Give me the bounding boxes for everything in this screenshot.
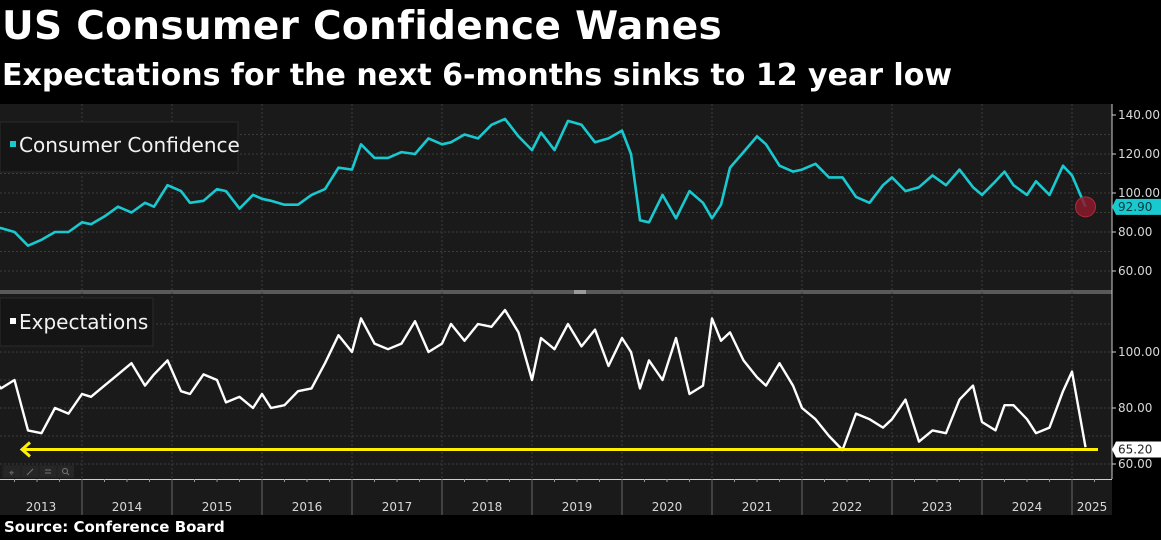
source-note: Source: Conference Board	[4, 518, 225, 536]
x-tick-label: 2013	[26, 500, 57, 514]
expectations-legend-swatch	[10, 318, 16, 324]
y-tick-label: 100.00	[1118, 186, 1160, 200]
x-tick-label: 2014	[112, 500, 143, 514]
x-tick-label: 2021	[742, 500, 773, 514]
y-tick-label: 60.00	[1118, 457, 1152, 471]
confidence-last-value-bg	[1112, 198, 1161, 215]
x-tick-label: 2018	[472, 500, 503, 514]
vertical-grid	[81, 104, 1073, 479]
y-tick-label: 120.00	[1118, 147, 1160, 161]
y-tick-label: 80.00	[1118, 401, 1152, 415]
expectations-last-value-bg	[1112, 441, 1161, 458]
xaxis-background	[0, 479, 1112, 515]
x-tick-label: 2017	[382, 500, 413, 514]
expectations-last-value: 65.20	[1118, 442, 1152, 456]
panel-resize-handle[interactable]	[574, 290, 586, 294]
confidence-legend-box	[0, 121, 239, 173]
svg-text:⌖: ⌖	[9, 469, 14, 479]
arrow-head	[19, 441, 31, 458]
expectations-legend[interactable]: Expectations	[0, 297, 154, 347]
pencil-icon[interactable]	[22, 466, 38, 477]
y-tick-label: 100.00	[1118, 345, 1160, 359]
x-axis: 2013 2014 2015 2016 2017 2018 2019 2020 2021 2022…	[14, 479, 1108, 515]
layers-icon[interactable]	[40, 466, 56, 477]
confidence-legend[interactable]: Consumer Confidence	[0, 121, 240, 173]
confidence-legend-swatch	[10, 141, 16, 147]
x-tick-label: 2022	[832, 500, 863, 514]
top-y-axis: 140.00 120.00 100.00 80.00 60.00	[1112, 108, 1160, 278]
crosshair-icon[interactable]: ⌖	[4, 466, 20, 479]
zoom-icon[interactable]	[58, 466, 74, 477]
confidence-last-value-tag: 92.90	[1112, 198, 1161, 215]
x-tick-label: 2025	[1077, 500, 1108, 514]
last-point-highlight	[1075, 196, 1096, 218]
consumer-confidence-line	[0, 117, 1087, 247]
expectations-line	[0, 308, 1087, 452]
x-tick-label: 2019	[562, 500, 593, 514]
confidence-legend-label: Consumer Confidence	[19, 133, 240, 157]
y-tick-label: 80.00	[1118, 225, 1152, 239]
expectations-legend-label: Expectations	[19, 310, 148, 334]
chart-title: US Consumer Confidence Wanes	[2, 4, 722, 49]
low-level-arrow	[19, 441, 1098, 458]
y-tick-label: 60.00	[1118, 264, 1152, 278]
bottom-grid	[0, 323, 1112, 465]
expectations-last-value-tag: 65.20	[1112, 441, 1161, 458]
x-tick-label: 2023	[922, 500, 953, 514]
y-tick-label: 140.00	[1118, 108, 1160, 122]
chart-subtitle: Expectations for the next 6-months sinks…	[2, 58, 953, 93]
x-tick-label: 2015	[202, 500, 233, 514]
chart-toolbar: ⌖	[2, 465, 74, 479]
confidence-last-value: 92.90	[1118, 200, 1152, 214]
panel-separator[interactable]	[0, 290, 1112, 294]
expectations-legend-box	[0, 297, 154, 347]
bottom-y-axis: 100.00 80.00 60.00	[1112, 345, 1160, 471]
bottom-panel-background	[0, 294, 1112, 479]
x-tick-label: 2020	[652, 500, 683, 514]
x-tick-label: 2016	[292, 500, 323, 514]
x-tick-label: 2024	[1012, 500, 1043, 514]
